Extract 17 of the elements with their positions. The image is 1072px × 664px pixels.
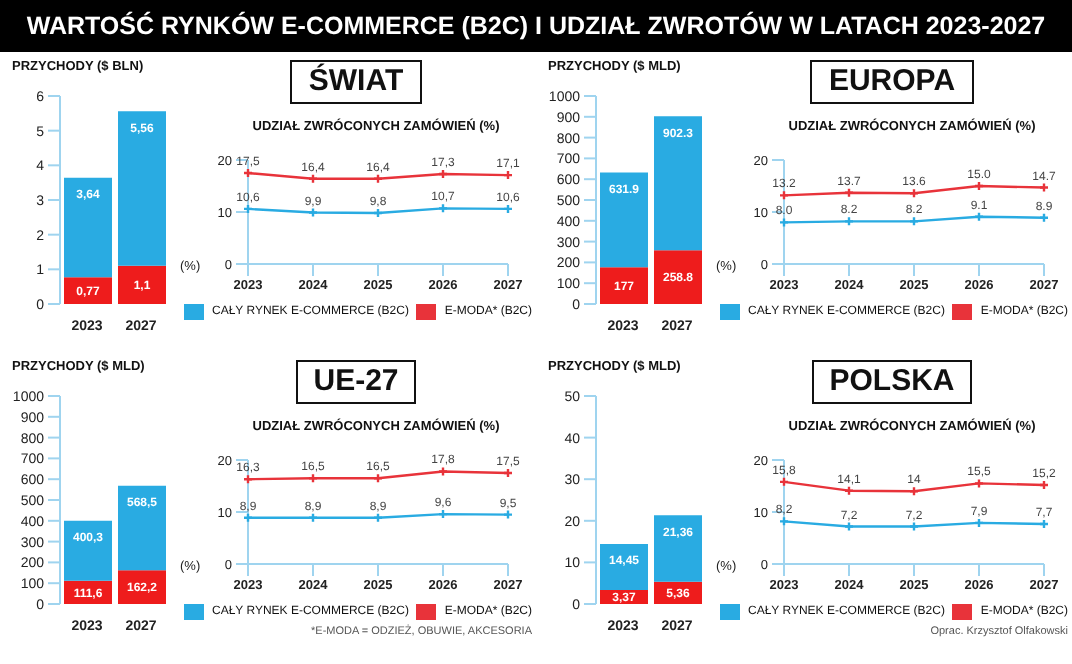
bar xyxy=(64,277,112,304)
bar xyxy=(64,177,112,278)
bar xyxy=(600,543,648,590)
bar xyxy=(600,267,648,304)
text: WARTOŚĆ RYNKÓW E-COMMERCE (B2C) I UDZIAŁ ZWROTÓW W LATACH 2023-2027 xyxy=(0,0,1072,52)
chart-title: POLSKA xyxy=(811,360,973,404)
bar xyxy=(654,116,702,251)
chart-title: ŚWIAT xyxy=(290,60,422,104)
bar xyxy=(654,515,702,582)
bar xyxy=(118,265,166,304)
bar xyxy=(600,172,648,268)
bar xyxy=(118,485,166,571)
chart-title: UE-27 xyxy=(295,360,417,404)
bar xyxy=(64,520,112,581)
chart-title: EUROPA xyxy=(810,60,974,104)
bar xyxy=(654,250,702,304)
bar xyxy=(118,111,166,266)
